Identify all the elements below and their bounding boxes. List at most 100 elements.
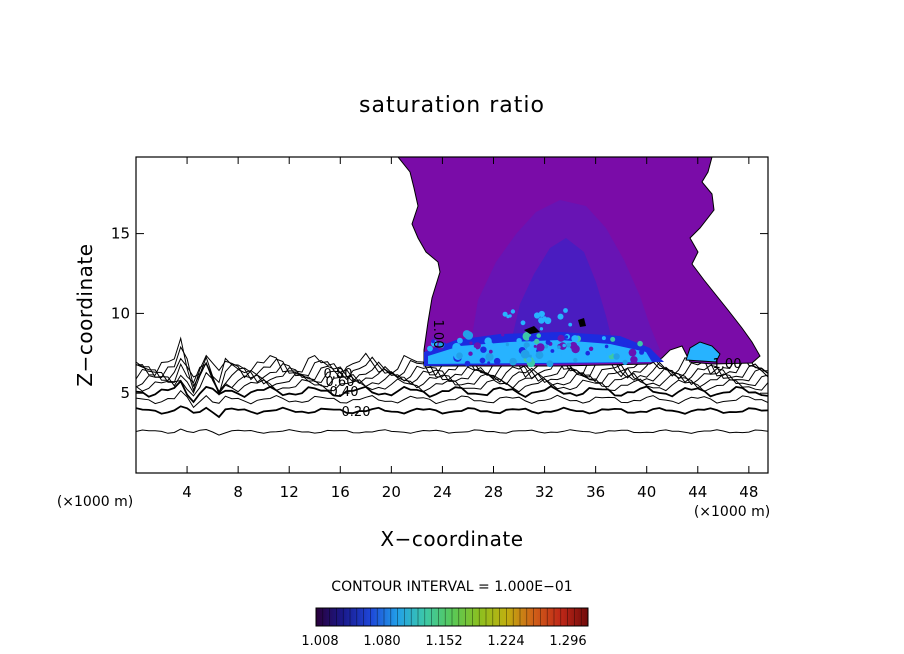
cloud-noise-dot bbox=[563, 308, 568, 313]
contour-line bbox=[136, 389, 768, 409]
x-unit-left: (×1000 m) bbox=[57, 494, 133, 510]
x-tick-label: 24 bbox=[433, 483, 452, 501]
cloud-noise-dot bbox=[588, 346, 594, 351]
cloud-noise-dot bbox=[508, 314, 512, 318]
cloud-noise-dot bbox=[464, 360, 471, 367]
cloud-noise-dot bbox=[535, 351, 544, 359]
y-tick-label: 10 bbox=[111, 304, 130, 322]
cloud-noise-dot bbox=[471, 347, 477, 353]
cloud-noise-dot bbox=[630, 356, 638, 364]
cloud-noise-dot bbox=[509, 357, 517, 366]
y-tick-label: 15 bbox=[111, 225, 130, 243]
cloud-core-region bbox=[512, 238, 612, 346]
cloud-noise-dot bbox=[523, 342, 530, 349]
colorbar-tick-labels: 1.008 1.080 1.152 1.224 1.296 bbox=[301, 634, 586, 649]
cloud-noise-dot bbox=[533, 344, 537, 348]
x-tick-label: 20 bbox=[382, 483, 401, 501]
cloud-noise-dot bbox=[520, 349, 530, 359]
x-tick-label: 12 bbox=[280, 483, 299, 501]
cloud-noise-dot bbox=[516, 338, 522, 344]
contour-line bbox=[136, 361, 768, 394]
cloud-noise-dot bbox=[568, 322, 573, 327]
cloud-noise-dot bbox=[585, 350, 590, 356]
cloud-noise-dot bbox=[510, 309, 516, 314]
y-ticks: 5 10 15 bbox=[111, 225, 768, 402]
contour-line bbox=[136, 405, 768, 419]
cloud-noise-dot bbox=[569, 341, 578, 350]
cloud-noise-dot bbox=[431, 339, 435, 344]
x-tick-label: 32 bbox=[535, 483, 554, 501]
cloud-noise-dot bbox=[637, 340, 643, 347]
cloud-noise-dot bbox=[501, 333, 505, 337]
cloud-noise-dot bbox=[610, 336, 616, 342]
cloud-noise-dot bbox=[601, 336, 606, 341]
x-tick-label: 4 bbox=[182, 483, 192, 501]
cloud-noise-dot bbox=[536, 333, 541, 338]
x-tick-label: 28 bbox=[484, 483, 503, 501]
x-ticks: 4 8 12 16 20 24 28 32 36 40 44 48 bbox=[182, 157, 758, 501]
cloud-noise-dot bbox=[438, 342, 444, 348]
background-contour-lines bbox=[136, 336, 768, 436]
cloud-noise-dot bbox=[549, 332, 555, 338]
contour-label: 1.00 bbox=[713, 357, 742, 372]
contour-line bbox=[136, 345, 768, 388]
cloud-noise-dot bbox=[473, 342, 481, 350]
colorbar-tick-label: 1.152 bbox=[425, 634, 462, 649]
cloud-noise-dot bbox=[550, 349, 555, 353]
cloud-noise-dot bbox=[562, 343, 566, 348]
y-tick-label: 5 bbox=[120, 384, 130, 402]
cloud-noise-dot bbox=[539, 327, 544, 331]
cloud-noise-dot bbox=[566, 342, 572, 348]
contour-label: 0.20 bbox=[342, 405, 371, 420]
cloud-noise-dot bbox=[628, 348, 637, 357]
cloud-noise-dot bbox=[564, 335, 569, 339]
y-axis-title: Z−coordinate bbox=[73, 243, 97, 386]
colorbar-tick-label: 1.080 bbox=[363, 634, 400, 649]
cloud-noise-dot bbox=[427, 345, 433, 352]
x-tick-label: 16 bbox=[331, 483, 350, 501]
x-tick-label: 40 bbox=[637, 483, 656, 501]
x-axis-title: X−coordinate bbox=[380, 527, 523, 551]
cloud-noise-dot bbox=[445, 358, 449, 363]
cloud-noise-dot bbox=[520, 320, 526, 326]
colorbar-tick-label: 1.296 bbox=[549, 634, 586, 649]
cloud-noise-dot bbox=[505, 342, 510, 347]
x-tick-label: 48 bbox=[739, 483, 758, 501]
black-blob bbox=[578, 318, 586, 327]
cloud-noise-dot bbox=[534, 312, 541, 319]
cloud-noise-dot bbox=[557, 313, 564, 320]
cloud-noise-dot bbox=[613, 353, 620, 360]
cloud-noise-dot bbox=[606, 349, 613, 356]
contour-label: 0.60 bbox=[326, 375, 355, 390]
plot-area bbox=[136, 157, 768, 436]
cloud-noise-dot bbox=[468, 351, 473, 356]
cloud-noise-dot bbox=[623, 342, 628, 347]
colorbar-tick-label: 1.008 bbox=[301, 634, 338, 649]
cloud-noise-dots bbox=[427, 308, 645, 368]
cloud-noise-dot bbox=[457, 337, 463, 344]
cloud-noise-dot bbox=[534, 338, 540, 345]
black-blob bbox=[524, 326, 540, 334]
cloud-noise-dot bbox=[538, 310, 545, 318]
cloud-noise-dot bbox=[544, 344, 549, 349]
plot-frame bbox=[135, 156, 769, 474]
cloud-noise-dot bbox=[536, 343, 545, 352]
colorbar-segments bbox=[322, 608, 582, 626]
cloud-noise-dot bbox=[487, 361, 491, 365]
x-unit-right: (×1000 m) bbox=[694, 504, 770, 520]
cloud-noise-dot bbox=[488, 342, 494, 348]
cloud-noise-dot bbox=[557, 334, 565, 342]
cloud-noise-dot bbox=[571, 335, 579, 343]
cloud-noise-dot bbox=[493, 357, 501, 365]
colorbar: 1.008 1.080 1.152 1.224 1.296 bbox=[301, 607, 589, 649]
cloud-noise-dot bbox=[542, 316, 547, 320]
contour-label: 1.00 bbox=[430, 320, 445, 349]
contour-label: 0.40 bbox=[330, 385, 359, 400]
contour-interval-label: CONTOUR INTERVAL = 1.000E−01 bbox=[331, 579, 572, 595]
cloud-noise-dot bbox=[480, 346, 487, 353]
cloud-noise-dot bbox=[557, 345, 561, 350]
small-cloud-patch bbox=[685, 341, 721, 363]
cloud-noise-dot bbox=[485, 352, 494, 362]
cloud-noise-dot bbox=[462, 330, 471, 339]
